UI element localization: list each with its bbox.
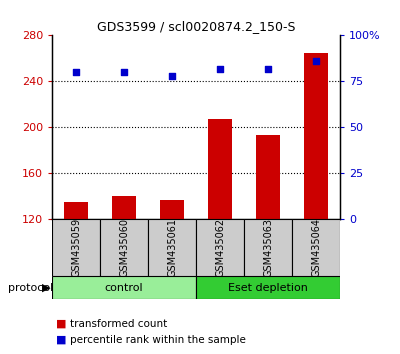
Text: GSM435061: GSM435061: [167, 218, 177, 277]
Text: percentile rank within the sample: percentile rank within the sample: [70, 335, 246, 345]
FancyBboxPatch shape: [244, 219, 292, 276]
FancyBboxPatch shape: [196, 219, 244, 276]
Bar: [112, 196, 136, 219]
Point: [73, 69, 79, 75]
Bar: [208, 119, 232, 219]
FancyBboxPatch shape: [100, 219, 148, 276]
Bar: [256, 136, 280, 219]
Bar: [304, 53, 328, 219]
Text: ▶: ▶: [42, 282, 50, 293]
FancyBboxPatch shape: [196, 276, 340, 299]
Text: GSM435060: GSM435060: [119, 218, 129, 277]
Point: [169, 73, 175, 79]
Bar: [64, 202, 88, 219]
Text: transformed count: transformed count: [70, 319, 167, 329]
Text: ■: ■: [56, 335, 66, 345]
Text: Eset depletion: Eset depletion: [228, 282, 308, 293]
FancyBboxPatch shape: [52, 219, 100, 276]
Point: [265, 66, 271, 72]
Text: control: control: [105, 282, 143, 293]
Text: GSM435064: GSM435064: [311, 218, 321, 277]
Point: [313, 58, 319, 64]
Text: GSM435059: GSM435059: [71, 218, 81, 278]
Text: GSM435062: GSM435062: [215, 218, 225, 278]
Title: GDS3599 / scl0020874.2_150-S: GDS3599 / scl0020874.2_150-S: [97, 20, 295, 33]
Point: [217, 66, 223, 72]
Text: protocol: protocol: [8, 282, 53, 293]
Text: GSM435063: GSM435063: [263, 218, 273, 277]
FancyBboxPatch shape: [292, 219, 340, 276]
FancyBboxPatch shape: [52, 276, 196, 299]
Bar: [160, 200, 184, 219]
Text: ■: ■: [56, 319, 66, 329]
FancyBboxPatch shape: [148, 219, 196, 276]
Point: [121, 69, 127, 75]
